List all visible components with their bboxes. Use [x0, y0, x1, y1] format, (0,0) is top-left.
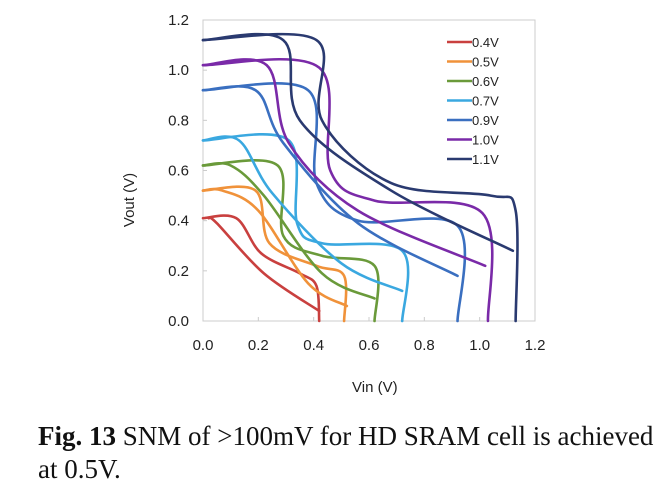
curve-1p0V-a	[201, 57, 494, 323]
x-tick-label: 0.6	[359, 337, 380, 354]
legend-label: 1.1V	[472, 152, 499, 167]
curve-0p6V-a	[201, 158, 380, 323]
figure-caption: Fig. 13 SNM of >100mV for HD SRAM cell i…	[38, 420, 655, 486]
curve-0p4V-a	[201, 214, 321, 323]
curve-0p5V-a	[201, 185, 348, 323]
x-tick-label: 1.2	[525, 337, 546, 354]
curve-0p9V-b	[201, 85, 459, 278]
caption-text: SNM of >100mV for HD SRAM cell is achiev…	[38, 421, 654, 484]
y-tick-label: 1.0	[168, 62, 189, 79]
caption-label: Fig. 13	[38, 421, 116, 451]
butterfly-chart: 0.0 0.2 0.4 0.6 0.8 1.0 1.2 0.0 0.2 0.4 0.6 0.8 1.0 1…	[121, 12, 546, 396]
x-tick-label: 0.2	[248, 337, 269, 354]
x-tick-label: 1.0	[469, 337, 490, 354]
curve-1p1V-a	[201, 32, 519, 323]
legend-label: 0.4V	[472, 35, 499, 50]
y-tick-label: 0.6	[168, 163, 189, 180]
legend-label: 1.0V	[472, 133, 499, 148]
x-tick-label: 0.8	[414, 337, 435, 354]
curve-0p7V-b	[201, 135, 404, 293]
legend-label: 0.9V	[472, 113, 499, 128]
curve-0p9V-a	[201, 82, 467, 323]
y-tick-label: 0.8	[168, 112, 189, 129]
y-tick-label: 0.4	[168, 213, 189, 230]
y-tick-label: 0.2	[168, 263, 189, 280]
curve-1p1V-b	[201, 32, 515, 253]
curve-0p6V-b	[201, 161, 376, 300]
curve-0p4V-b	[207, 216, 321, 313]
x-tick-label: 0.4	[303, 337, 324, 354]
x-tick-label: 0.0	[193, 337, 214, 354]
y-tick-label: 0.0	[168, 313, 189, 330]
x-axis-label: Vin (V)	[352, 379, 398, 396]
legend-label: 0.7V	[472, 94, 499, 109]
legend-label: 0.5V	[472, 55, 499, 70]
y-tick-label: 1.2	[168, 12, 189, 29]
curve-0p5V-b	[201, 187, 349, 308]
legend-label: 0.6V	[472, 74, 499, 89]
curve-1p0V-b	[201, 58, 487, 268]
y-axis-label: Vout (V)	[121, 173, 138, 227]
